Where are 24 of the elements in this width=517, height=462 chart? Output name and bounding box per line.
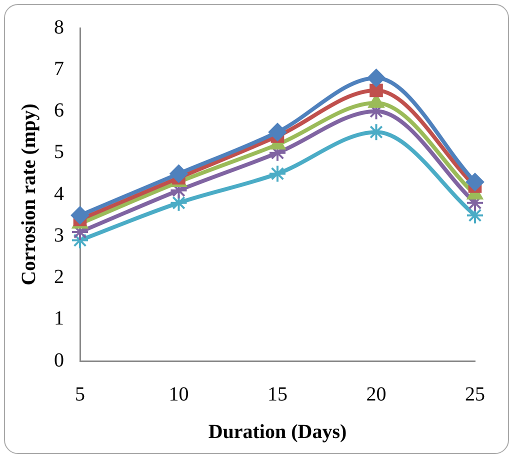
point bbox=[268, 164, 286, 183]
y-tick-label: 6 bbox=[54, 100, 64, 122]
point bbox=[170, 164, 188, 183]
point bbox=[170, 194, 188, 212]
y-tick-label: 5 bbox=[54, 141, 64, 164]
y-axis-title: Corrosion rate (mpy) bbox=[18, 104, 40, 286]
x-axis-title: Duration (Days) bbox=[208, 421, 347, 444]
point bbox=[367, 68, 386, 87]
y-tick-label: 7 bbox=[54, 58, 64, 80]
point bbox=[466, 173, 484, 192]
x-tick-label: 20 bbox=[366, 383, 386, 406]
point bbox=[370, 84, 383, 98]
point bbox=[71, 206, 89, 224]
x-tick-label: 10 bbox=[168, 383, 189, 406]
y-tick-label: 0 bbox=[54, 349, 64, 372]
y-tick-label: 1 bbox=[54, 308, 64, 330]
point bbox=[268, 123, 286, 142]
y-tick-label: 2 bbox=[54, 266, 64, 288]
y-tick-label: 8 bbox=[54, 16, 64, 38]
x-tick-label: 5 bbox=[75, 383, 85, 406]
y-tick-label: 3 bbox=[54, 224, 64, 246]
x-tick-label: 15 bbox=[268, 383, 288, 406]
x-tick-label: 25 bbox=[465, 383, 485, 406]
y-tick-label: 4 bbox=[54, 182, 64, 205]
